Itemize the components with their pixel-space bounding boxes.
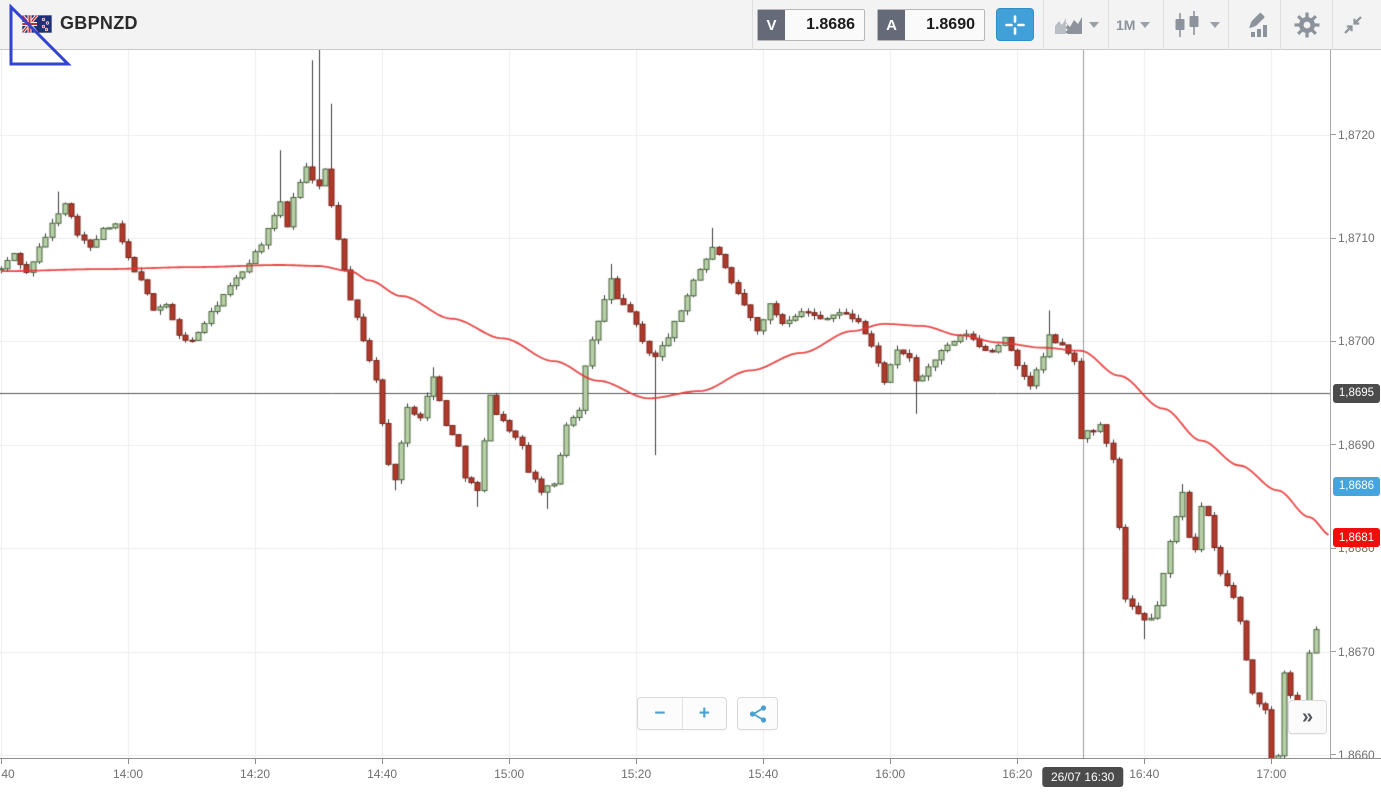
- settings-gear-icon: [1294, 12, 1320, 38]
- time-tick: [890, 759, 892, 764]
- buy-quote-button[interactable]: A 1.8690: [877, 9, 985, 41]
- time-tick: [763, 759, 765, 764]
- sell-letter: V: [758, 10, 785, 40]
- share-icon: [749, 704, 766, 723]
- time-tick: [636, 759, 638, 764]
- time-tick-label: 40: [1, 767, 15, 781]
- price-tick-label: 1,8710: [1338, 231, 1375, 246]
- crosshair-tool-button[interactable]: [996, 8, 1034, 41]
- time-tick-label: 16:00: [875, 767, 906, 781]
- candlestick-chart-canvas[interactable]: [0, 50, 1330, 758]
- price-tick: [1331, 134, 1336, 136]
- price-tick-label: 1,8720: [1338, 127, 1375, 142]
- zoom-in-button[interactable]: +: [681, 698, 727, 729]
- crosshair-icon: [1005, 14, 1025, 35]
- time-tick: [255, 759, 257, 764]
- price-tick: [1331, 754, 1336, 756]
- time-tick-label: 17:00: [1256, 767, 1287, 781]
- price-axis[interactable]: 1,8720 1,8710 1,8700 1,8690 1,8680 1,8670 1,86…: [1330, 50, 1381, 790]
- sell-price-badge: 1,8686: [1333, 476, 1380, 496]
- toolbar-separator: [1228, 0, 1229, 50]
- chevron-down-icon: [1140, 22, 1151, 28]
- pair-title: GBPNZD: [60, 13, 138, 33]
- price-tick: [1331, 444, 1336, 446]
- uk-flag-part: [22, 15, 39, 33]
- sell-quote-button[interactable]: V 1.8686: [757, 9, 865, 41]
- time-tick-label: 16:20: [1002, 767, 1033, 781]
- price-tick: [1331, 547, 1336, 549]
- price-tick-label: 1,8700: [1338, 334, 1375, 349]
- time-tick-label: 14:40: [367, 767, 398, 781]
- timeframe-label: 1M: [1116, 17, 1136, 33]
- toolbar-separator: [1280, 0, 1281, 50]
- time-tick: [509, 759, 511, 764]
- share-button[interactable]: [737, 697, 778, 730]
- toolbar: GBPNZD V 1.8686 A 1.8690: [0, 0, 1381, 50]
- chart-style-button[interactable]: [1173, 11, 1220, 39]
- toolbar-separator: [1332, 0, 1333, 50]
- price-tick-label: 1,8690: [1338, 437, 1375, 452]
- time-tick-label: 14:00: [113, 767, 144, 781]
- time-tick: [382, 759, 384, 764]
- time-tick: [128, 759, 130, 764]
- price-tick: [1331, 237, 1336, 239]
- price-tick: [1331, 651, 1336, 653]
- time-axis[interactable]: 40 14:00 14:20 14:40 15:00 15:20 15:40 16:00 16:…: [0, 758, 1381, 792]
- time-tick-label: 15:20: [621, 767, 652, 781]
- price-tick-label: 1,8670: [1338, 644, 1375, 659]
- last-price-badge: 1,8681: [1333, 528, 1380, 548]
- drawing-tools-icon: [1249, 12, 1267, 37]
- zoom-controls: − +: [637, 697, 727, 730]
- sell-price: 1.8686: [806, 16, 855, 33]
- compare-charts-icon: [1055, 15, 1082, 35]
- toolbar-separator: [1043, 0, 1044, 50]
- price-tick: [1331, 340, 1336, 342]
- price-line-badge: 1,8695: [1333, 383, 1380, 403]
- settings-button[interactable]: [1293, 11, 1321, 39]
- toolbar-separator: [1108, 0, 1109, 50]
- buy-price: 1.8690: [926, 16, 975, 33]
- time-tick-label: 16:40: [1129, 767, 1160, 781]
- toolbar-separator: [1163, 0, 1164, 50]
- time-tick: [1271, 759, 1273, 764]
- time-tick: [1, 759, 2, 764]
- candlestick-style-icon: [1175, 11, 1199, 37]
- timeframe-button[interactable]: 1M: [1116, 17, 1151, 33]
- collapse-icon: [1344, 16, 1362, 34]
- expand-panel-button[interactable]: »: [1288, 700, 1327, 734]
- time-tick: [1144, 759, 1146, 764]
- crosshair-time-badge: 26/07 16:30: [1041, 767, 1124, 787]
- drawing-tools-button[interactable]: [1241, 12, 1271, 38]
- time-tick-label: 14:20: [240, 767, 271, 781]
- compare-charts-button[interactable]: [1054, 13, 1099, 37]
- chart-area: 1,8720 1,8710 1,8700 1,8690 1,8680 1,8670 1,86…: [0, 50, 1381, 794]
- chevron-down-icon: [1089, 22, 1099, 28]
- flag-icon: [22, 15, 52, 33]
- toolbar-separator: [752, 0, 753, 50]
- collapse-chart-button[interactable]: [1341, 13, 1365, 37]
- time-tick-label: 15:40: [748, 767, 779, 781]
- zoom-out-button[interactable]: −: [654, 702, 666, 724]
- time-tick: [1017, 759, 1019, 764]
- time-tick-label: 15:00: [494, 767, 525, 781]
- chevron-down-icon: [1210, 22, 1220, 28]
- buy-letter: A: [878, 10, 905, 40]
